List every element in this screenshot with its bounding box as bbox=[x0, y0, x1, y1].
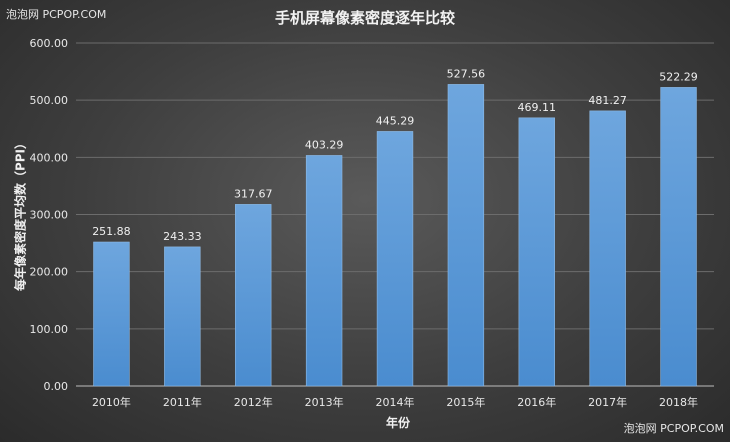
bar bbox=[93, 241, 130, 387]
y-tick-label: 200.00 bbox=[30, 266, 69, 279]
data-label: 445.29 bbox=[376, 114, 415, 127]
watermark-top: 泡泡网 PCPOP.COM bbox=[6, 8, 107, 21]
bar bbox=[164, 246, 201, 387]
x-tick-label: 2018年 bbox=[659, 395, 698, 409]
bar bbox=[518, 117, 555, 387]
bar bbox=[447, 84, 485, 387]
y-tick-label: 100.00 bbox=[30, 323, 69, 336]
x-tick-label: 2010年 bbox=[92, 395, 131, 409]
bars bbox=[93, 84, 697, 387]
y-tick-label: 500.00 bbox=[30, 94, 69, 107]
x-tick-label: 2013年 bbox=[305, 395, 344, 409]
x-tick-label: 2014年 bbox=[376, 395, 415, 409]
bar bbox=[235, 204, 272, 387]
chart-title: 手机屏幕像素密度逐年比较 bbox=[274, 9, 455, 27]
data-label: 481.27 bbox=[588, 94, 627, 107]
y-tick-label: 400.00 bbox=[30, 151, 69, 164]
y-tick-label: 300.00 bbox=[30, 209, 69, 222]
x-axis-label: 年份 bbox=[385, 416, 411, 430]
labels: 0.00 100.00 200.00 300.00 400.00 500.00 600.00… bbox=[30, 37, 699, 409]
y-tick-label: 600.00 bbox=[30, 37, 69, 50]
data-label: 403.29 bbox=[305, 138, 344, 151]
data-label: 527.56 bbox=[447, 67, 486, 80]
watermark-bottom: 泡泡网 PCPOP.COM bbox=[623, 422, 724, 435]
x-tick-label: 2011年 bbox=[163, 395, 202, 409]
data-label: 317.67 bbox=[234, 187, 273, 200]
x-tick-label: 2017年 bbox=[588, 395, 627, 409]
data-label: 251.88 bbox=[92, 225, 131, 238]
x-tick-label: 2016年 bbox=[517, 395, 556, 409]
bar bbox=[376, 131, 414, 387]
bar bbox=[305, 155, 343, 387]
data-label: 522.29 bbox=[659, 70, 698, 83]
data-label: 469.11 bbox=[518, 101, 557, 114]
bar bbox=[589, 110, 626, 387]
y-tick-label: 0.00 bbox=[44, 380, 69, 393]
x-tick-label: 2015年 bbox=[446, 395, 485, 409]
bar bbox=[660, 87, 697, 387]
data-label: 243.33 bbox=[163, 230, 202, 243]
x-tick-label: 2012年 bbox=[234, 395, 273, 409]
